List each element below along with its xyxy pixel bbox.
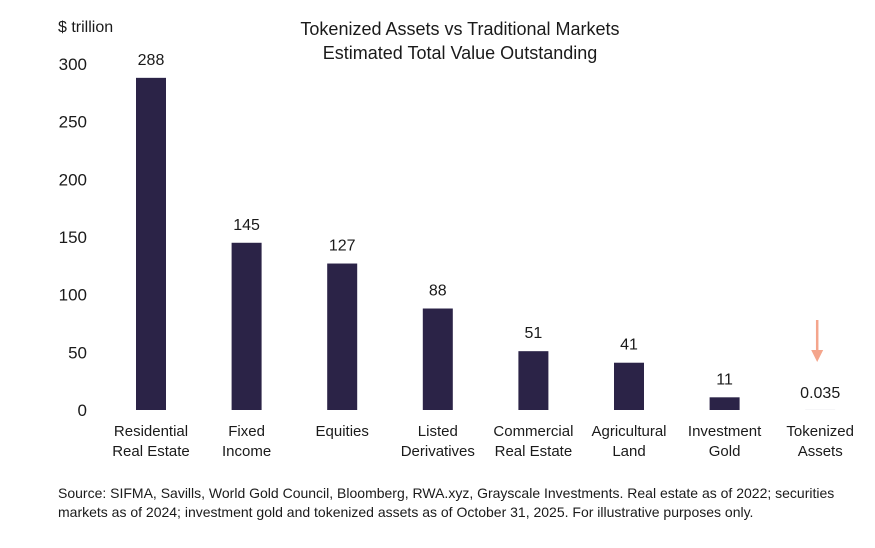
category-label: Land [612,443,645,460]
category-label: Real Estate [495,443,573,460]
bar [422,308,453,410]
category-labels: Residential Real Estate Fixed Income Equitie… [112,423,854,460]
y-tick-label: 50 [68,343,87,362]
value-label: 0.035 [800,385,840,402]
arrow-down-icon [811,350,824,362]
y-axis-ticks: 0 50 100 150 200 250 300 [59,55,87,420]
y-tick-label: 100 [59,286,87,305]
category-label: Listed [418,423,458,440]
chart-title: Tokenized Assets vs Traditional Markets [300,19,620,39]
source-note: Source: SIFMA, Savills, World Gold Counc… [58,485,835,520]
y-tick-label: 250 [59,113,87,132]
bars [136,77,836,410]
category-label: Derivatives [401,443,475,460]
category-label: Agricultural [591,423,666,440]
bar [709,397,740,410]
category-label: Income [222,443,271,460]
category-label: Tokenized [786,423,854,440]
value-label: 145 [233,217,260,234]
y-tick-label: 200 [59,170,87,189]
category-label: Residential [114,423,188,440]
bar [231,242,262,410]
annotation [811,320,824,362]
bar [518,351,549,410]
value-label: 88 [429,283,447,300]
bar [327,263,358,410]
y-tick-label: 0 [78,401,87,420]
value-label: 51 [525,325,543,342]
value-label: 11 [716,371,733,388]
value-labels: 288 145 127 88 51 41 11 0.035 [138,52,841,402]
y-axis-unit-label: $ trillion [58,19,114,36]
chart-subtitle: Estimated Total Value Outstanding [322,43,598,63]
value-label: 41 [620,337,638,354]
category-label: Commercial [493,423,573,440]
category-label: Investment [688,423,762,440]
category-label: Real Estate [112,443,190,460]
bar [136,77,166,410]
bar [614,362,644,410]
y-tick-label: 300 [59,55,87,74]
category-label: Equities [316,423,369,440]
category-label: Gold [709,443,741,460]
value-label: 288 [138,52,165,69]
category-label: Fixed [228,423,265,440]
y-tick-label: 150 [59,228,87,247]
category-label: Assets [798,443,843,460]
value-label: 127 [329,238,356,255]
